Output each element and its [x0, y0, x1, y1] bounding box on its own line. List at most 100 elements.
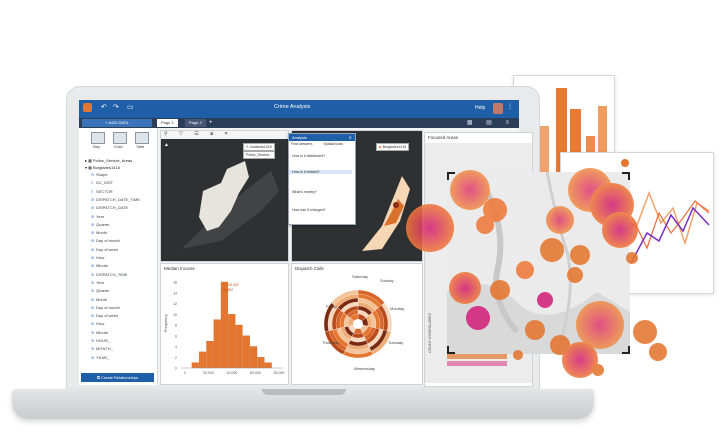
- y-tick-label: 0: [175, 367, 177, 371]
- field-label: DISPATCH_DATE_TIME: [96, 196, 141, 202]
- field-label: Shape: [96, 172, 108, 177]
- layer-chip[interactable]: ✎ Incidents1415: [243, 143, 275, 151]
- layer-chip[interactable]: Police_Service...: [243, 151, 276, 159]
- layout-icons[interactable]: ▦ ▤ ≡: [466, 120, 515, 126]
- field-item[interactable]: ⊘ DISPATCH_TIME: [91, 272, 127, 277]
- grid-icon[interactable]: ⋮: [507, 104, 513, 110]
- float-bar: [570, 109, 581, 186]
- burglaries-shape: [362, 176, 410, 251]
- histogram-bar: [220, 281, 229, 369]
- field-item[interactable]: ⊘ Quarter: [91, 222, 110, 227]
- expand-icon[interactable]: ▲: [164, 142, 169, 148]
- field-type-icon: ⊘: [91, 313, 95, 319]
- page-title: Crime Analysis: [274, 104, 311, 110]
- field-type-icon: ⊘: [91, 296, 95, 302]
- field-item[interactable]: ⊘ Hour: [91, 255, 105, 260]
- x-tick-label: 0: [184, 371, 186, 375]
- histogram-bar: [264, 362, 272, 369]
- field-label: Quarter: [96, 288, 110, 294]
- redo-icon[interactable]: ↷: [113, 104, 127, 111]
- question-item[interactable]: How has it changed?: [292, 208, 326, 212]
- field-item[interactable]: ⊘ Day of month: [91, 305, 120, 310]
- viz-label-map: Map: [93, 145, 100, 149]
- add-page-button[interactable]: +: [209, 120, 213, 126]
- analysis-panel-header: Analysis ✕: [289, 134, 355, 141]
- histogram-bar: [213, 319, 221, 369]
- dataset-item[interactable]: ▸ ▦ Police_Service_Areas: [85, 158, 133, 163]
- field-type-icon: ⊘: [91, 354, 95, 360]
- map-card-incidents[interactable]: ⚲ ▽ ☰ ⧈ ⌗ ▲ ✎ Incidents1415 Police_Servi…: [160, 130, 289, 262]
- field-item[interactable]: ⊘ DISPATCH_DATE_TIME: [91, 197, 140, 202]
- field-item[interactable]: ≡ DC_DIST: [91, 180, 113, 185]
- add-data-button[interactable]: + ADD DATA: [82, 119, 152, 127]
- y-tick-label: 10: [173, 313, 177, 317]
- field-type-icon: ⊘: [91, 263, 95, 269]
- median-income-card[interactable]: Median Income 16 14 12 10 8 6 4 2 0 0 20,000 40,000…: [160, 263, 289, 385]
- layer-chip[interactable]: ▶ Burglaries1415: [376, 143, 410, 151]
- dispatch-calls-card[interactable]: Dispatch Calls Saturday Sunday Friday Monda…: [291, 263, 423, 385]
- help-link[interactable]: Help: [475, 105, 486, 111]
- create-relationships-button[interactable]: ⧉ Create Relationships: [81, 373, 154, 382]
- histogram-bar: [228, 314, 236, 369]
- field-item[interactable]: ≡ SECTOR: [91, 189, 113, 194]
- field-item[interactable]: ⊘ Minute: [91, 330, 108, 335]
- burglaries-map: [362, 176, 410, 251]
- float-bar: [556, 88, 567, 186]
- field-label: Day of month: [96, 238, 120, 244]
- field-label: Quarter: [96, 221, 110, 227]
- field-item[interactable]: ⊘ Month: [91, 297, 107, 302]
- x-tick-label: 80,000: [274, 371, 285, 375]
- field-label: Year: [96, 213, 105, 219]
- tab-page-2[interactable]: Page 2: [185, 119, 206, 127]
- dataset-item[interactable]: ▾ ▦ Burglaries1415: [85, 165, 120, 170]
- question-item[interactable]: How is it distributed?: [292, 154, 326, 158]
- field-type-icon: ≡: [91, 188, 94, 194]
- field-type-icon: ⊘: [91, 321, 95, 327]
- save-icon[interactable]: ▭: [127, 104, 142, 111]
- table-icon[interactable]: [135, 132, 149, 144]
- laptop-notch: [262, 389, 346, 395]
- undo-icon[interactable]: ↶: [101, 104, 115, 111]
- field-item[interactable]: ⊘ Day of month: [91, 238, 120, 243]
- day-label: Monday: [390, 306, 404, 311]
- day-label: Sunday: [380, 278, 394, 283]
- field-item[interactable]: ⊙ Shape: [91, 172, 108, 177]
- field-item[interactable]: ⊘ MONTH_: [91, 346, 113, 351]
- float-line-purple: [630, 206, 710, 264]
- tab-spatial-tools[interactable]: Spatial tools: [323, 142, 343, 146]
- field-label: DISPATCH_DATE: [96, 205, 129, 211]
- field-item[interactable]: ⊘ Quarter: [91, 288, 110, 293]
- field-label: Day of week: [96, 313, 119, 319]
- tab-page-1[interactable]: Page 1: [157, 119, 178, 127]
- chart-icon[interactable]: [113, 132, 127, 144]
- histogram-bar: [191, 362, 199, 369]
- annotation-label: 36,902: [223, 288, 233, 292]
- field-item[interactable]: ⊘ YEAR_: [91, 355, 109, 360]
- field-item[interactable]: ⊘ Year: [91, 214, 104, 219]
- field-type-icon: ⊙: [91, 172, 95, 177]
- dispatch-calls-radial-chart: Saturday Sunday Friday Monday Thursday Tuesda…: [322, 274, 404, 371]
- field-label: Day of week: [96, 246, 119, 252]
- map-icon[interactable]: [91, 132, 105, 144]
- field-type-icon: ⊘: [91, 230, 95, 236]
- field-item[interactable]: ⊘ DISPATCH_DATE: [91, 205, 128, 210]
- card-toolbar-icons[interactable]: ⚲ ▽ ☰ ⧈ ⌗: [164, 131, 233, 137]
- question-item[interactable]: What's nearby?: [292, 190, 317, 194]
- avatar[interactable]: [493, 103, 503, 114]
- app-logo-icon: [83, 103, 92, 112]
- field-item[interactable]: ⊘ Day of week: [91, 247, 118, 252]
- tab-find-answers[interactable]: Find answers: [291, 142, 313, 146]
- x-tick-label: 20,000: [203, 371, 214, 375]
- field-label: DC_DIST: [96, 180, 114, 186]
- field-label: MONTH_: [96, 346, 113, 352]
- focused-areas-map: [447, 171, 630, 355]
- field-item[interactable]: ⊘ HOUR_: [91, 338, 110, 343]
- field-item[interactable]: ⊘ Year: [91, 280, 104, 285]
- question-item[interactable]: How is it related?: [289, 170, 352, 174]
- field-item[interactable]: ⊘ Hour: [91, 321, 105, 326]
- field-type-icon: ⊘: [91, 205, 95, 211]
- field-item[interactable]: ⊘ Minute: [91, 263, 108, 268]
- close-icon[interactable]: ✕: [348, 135, 352, 140]
- field-item[interactable]: ⊘ Day of week: [91, 313, 118, 318]
- field-item[interactable]: ⊘ Month: [91, 230, 107, 235]
